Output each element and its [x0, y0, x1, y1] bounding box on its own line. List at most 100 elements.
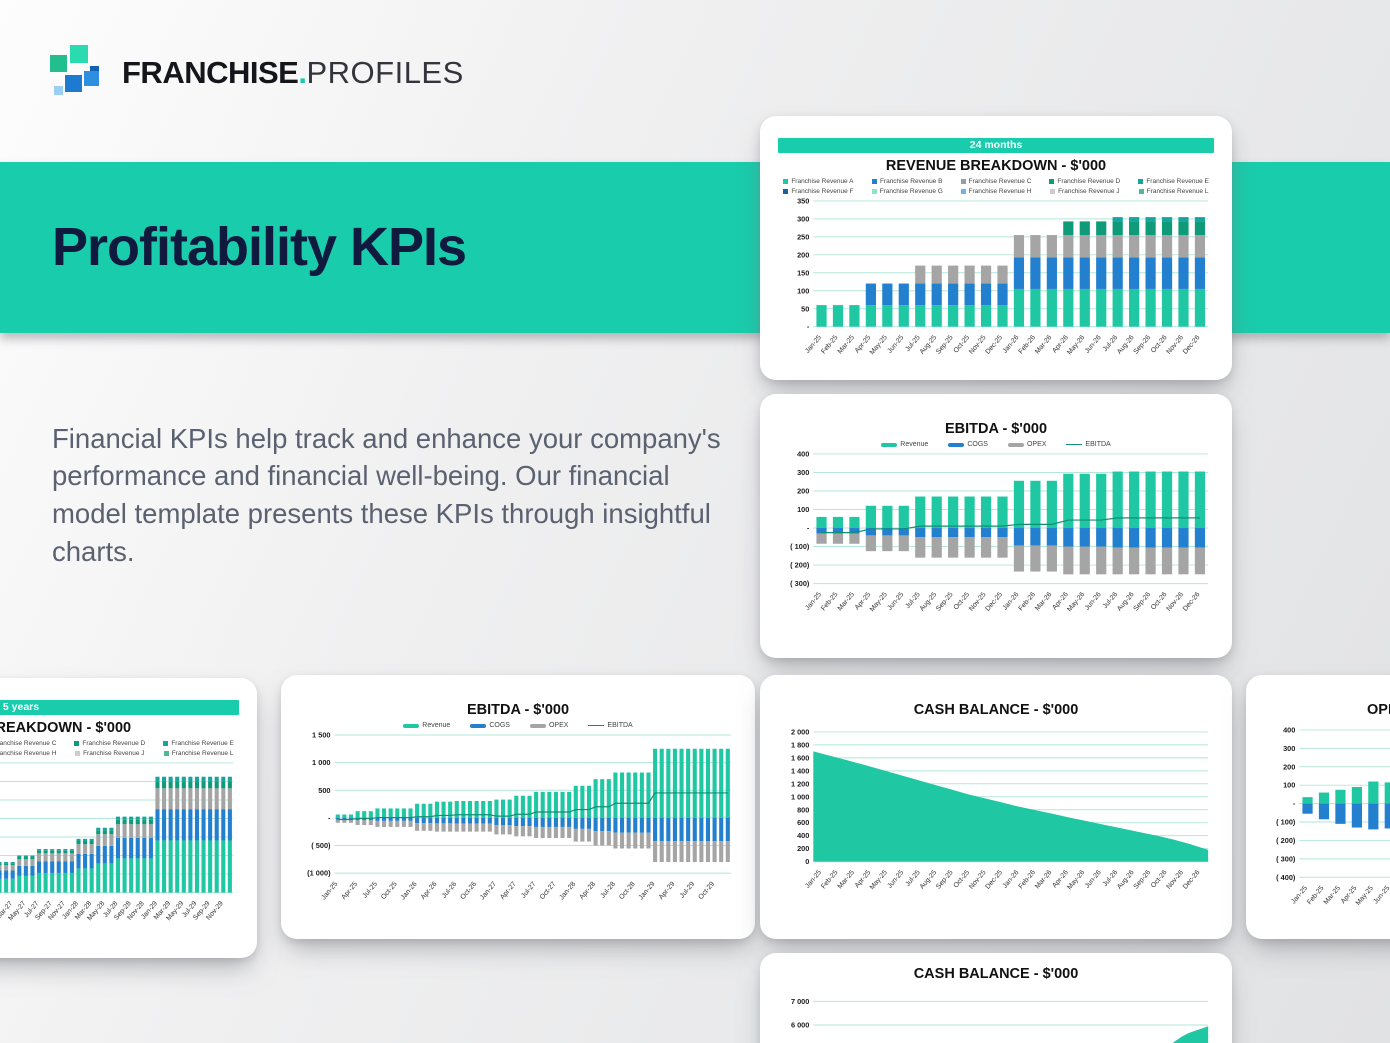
svg-text:May-26: May-26	[1066, 591, 1086, 613]
svg-text:Jul-27: Jul-27	[520, 881, 538, 900]
svg-text:Dec-25: Dec-25	[984, 869, 1004, 891]
page-title: Profitability KPIs	[52, 216, 467, 277]
card-ebitda-24m: EBITDA - $'000 Revenue COGS OPEX EBITDA 400…	[760, 394, 1232, 658]
cash-balance-24m-chart: 2 000 1 800 1 600 1 400 1 200 1 000 800 600 400 2…	[791, 728, 1209, 891]
svg-text:300: 300	[797, 214, 809, 223]
svg-text:Jul-28: Jul-28	[600, 881, 618, 900]
chart-title-revenue-5y: REVENUE BREAKDOWN - $'000	[0, 720, 132, 736]
svg-text:Apr-27: Apr-27	[499, 881, 518, 901]
svg-text:Apr-29: Apr-29	[658, 881, 677, 901]
svg-text:200: 200	[797, 844, 809, 853]
svg-text:Sep-26: Sep-26	[1133, 869, 1153, 891]
svg-text:6 000: 6 000	[791, 1021, 809, 1030]
svg-text:Oct-29: Oct-29	[697, 881, 716, 901]
svg-text:-: -	[328, 813, 331, 822]
period-badge-24-months: 24 months	[778, 138, 1214, 153]
svg-text:May-25: May-25	[869, 334, 889, 356]
svg-text:1 400: 1 400	[791, 766, 809, 775]
card-ebitda-5y: EBITDA - $'000 Revenue COGS OPEX EBITDA 1 5…	[281, 675, 755, 939]
period-badge-5-years: 5 years	[0, 700, 239, 715]
svg-text:1 000: 1 000	[312, 758, 330, 767]
svg-text:Sep-26: Sep-26	[1133, 591, 1153, 613]
svg-text:( 100): ( 100)	[790, 542, 810, 551]
brand-wordmark: FRANCHISE.PROFILES	[122, 55, 464, 91]
card-revenue-breakdown-5y: 5 years REVENUE BREAKDOWN - $'000 Franch…	[0, 678, 257, 958]
svg-text:350: 350	[797, 197, 809, 205]
revenue-breakdown-24m-chart: 35030025020015010050-Jan-25Feb-25Mar-25A…	[797, 197, 1209, 356]
svg-text:Mar-25: Mar-25	[837, 591, 856, 612]
svg-text:100: 100	[797, 505, 809, 514]
svg-text:May-26: May-26	[1066, 869, 1086, 891]
svg-text:Jan-26: Jan-26	[400, 881, 419, 902]
svg-text:( 300): ( 300)	[790, 579, 810, 588]
svg-text:Sep-25: Sep-25	[935, 869, 955, 891]
svg-text:Jul-25: Jul-25	[362, 881, 380, 900]
svg-text:Jun-25: Jun-25	[886, 869, 905, 890]
svg-text:300: 300	[1283, 744, 1295, 753]
svg-text:0: 0	[805, 857, 809, 866]
legend-ebitda-5y: Revenue COGS OPEX EBITDA	[295, 722, 741, 729]
svg-text:Oct-27: Oct-27	[539, 881, 558, 901]
svg-text:( 400): ( 400)	[1276, 873, 1296, 882]
svg-text:100: 100	[1283, 781, 1295, 790]
svg-text:Jan-28: Jan-28	[558, 881, 577, 902]
svg-text:Oct-25: Oct-25	[380, 881, 399, 901]
svg-text:150: 150	[797, 268, 809, 277]
svg-text:Dec-25: Dec-25	[984, 334, 1004, 356]
svg-text:Jun-26: Jun-26	[1084, 591, 1103, 612]
brand-logo: FRANCHISE.PROFILES	[48, 44, 464, 102]
chart-title-ebitda-24m: EBITDA - $'000	[944, 421, 1048, 437]
svg-text:Jan-27: Jan-27	[479, 881, 498, 902]
svg-text:-: -	[807, 322, 810, 331]
brand-name-bold: FRANCHISE	[122, 55, 299, 90]
svg-text:800: 800	[797, 805, 809, 814]
svg-text:Jul-29: Jul-29	[679, 881, 697, 900]
svg-text:( 200): ( 200)	[1276, 836, 1296, 845]
svg-text:Oct-28: Oct-28	[618, 881, 637, 901]
chart-title-ebitda-5y: EBITDA - $'000	[466, 702, 570, 718]
svg-text:Dec-26: Dec-26	[1182, 591, 1202, 613]
svg-text:200: 200	[797, 487, 809, 496]
logo-squares-icon	[48, 44, 106, 102]
svg-text:Jun-26: Jun-26	[1084, 869, 1103, 890]
svg-text:Mar-26: Mar-26	[1034, 869, 1053, 890]
svg-text:1 500: 1 500	[312, 731, 330, 740]
svg-text:Mar-25: Mar-25	[1323, 885, 1342, 906]
legend-ebitda-24m: Revenue COGS OPEX EBITDA	[774, 441, 1218, 448]
card-cash-balance-24m: CASH BALANCE - $'000 2 000 1 800 1 600 1 40…	[760, 675, 1232, 939]
svg-text:Apr-28: Apr-28	[578, 881, 597, 901]
svg-text:Sep-25: Sep-25	[935, 334, 955, 356]
svg-text:1 600: 1 600	[791, 753, 809, 762]
svg-text:May-25: May-25	[869, 869, 889, 891]
chart-title-ope-partial: OPE	[1367, 702, 1390, 718]
svg-text:Jun-25: Jun-25	[886, 334, 905, 355]
intro-text: Financial KPIs help track and enhance yo…	[52, 422, 721, 567]
svg-text:Jun-25: Jun-25	[1372, 885, 1390, 906]
svg-text:600: 600	[797, 818, 809, 827]
svg-text:Mar-26: Mar-26	[1034, 334, 1053, 355]
svg-text:( 500): ( 500)	[311, 841, 331, 850]
svg-text:Oct-26: Oct-26	[459, 881, 478, 901]
svg-text:500: 500	[318, 786, 330, 795]
brand-dot: .	[298, 55, 307, 90]
svg-text:( 200): ( 200)	[790, 561, 810, 570]
svg-text:May-25: May-25	[869, 591, 889, 613]
svg-text:Apr-26: Apr-26	[420, 881, 439, 901]
chart-title-revenue-24m: REVENUE BREAKDOWN - $'000	[885, 158, 1107, 174]
card-revenue-breakdown-24m: 24 months REVENUE BREAKDOWN - $'000 Fran…	[760, 116, 1232, 380]
svg-text:2 000: 2 000	[791, 728, 809, 736]
svg-text:(1 000): (1 000)	[307, 869, 331, 878]
svg-text:1 000: 1 000	[791, 792, 809, 801]
svg-text:( 100): ( 100)	[1276, 818, 1296, 827]
svg-text:1 800: 1 800	[791, 740, 809, 749]
svg-text:Sep-25: Sep-25	[935, 591, 955, 613]
svg-text:Mar-25: Mar-25	[837, 869, 856, 890]
svg-text:400: 400	[797, 450, 809, 458]
svg-text:Jul-26: Jul-26	[441, 881, 459, 900]
svg-text:50: 50	[801, 304, 809, 313]
